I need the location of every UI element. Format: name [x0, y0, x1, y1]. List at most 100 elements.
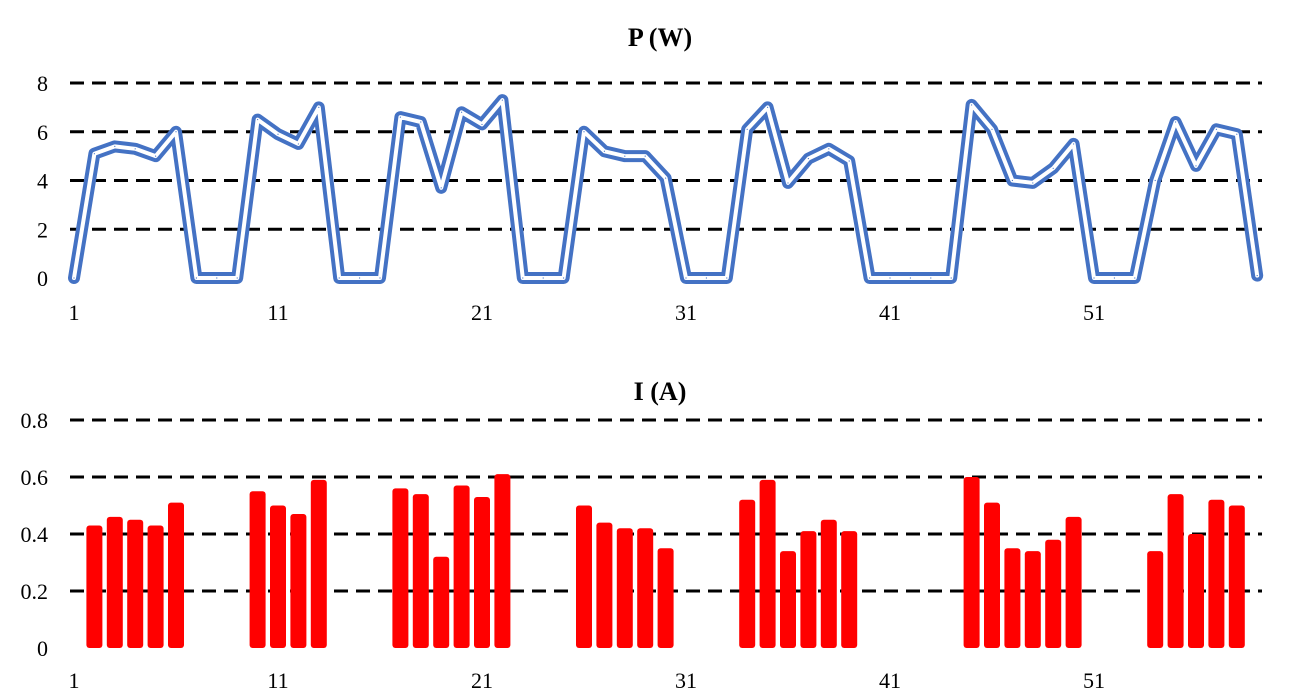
- x-tick-label: 31: [675, 300, 697, 325]
- data-point: [1134, 277, 1136, 279]
- data-point: [603, 150, 606, 152]
- data-point: [522, 277, 524, 279]
- data-point: [787, 182, 789, 184]
- chart-title: P (W): [628, 23, 692, 52]
- bar: [1188, 534, 1204, 648]
- bar: [1024, 551, 1041, 648]
- bar: [474, 496, 490, 648]
- bar: [1065, 516, 1082, 648]
- data-point: [950, 277, 952, 279]
- x-tick-label: 51: [1083, 300, 1105, 325]
- data-point: [155, 155, 157, 157]
- data-point: [1073, 143, 1075, 145]
- y-tick-label: 0: [37, 636, 48, 661]
- bar: [412, 494, 429, 648]
- bar: [86, 525, 103, 648]
- y-tick-label: 4: [37, 169, 48, 194]
- data-point: [216, 277, 218, 279]
- data-point: [481, 123, 483, 126]
- bar: [310, 479, 327, 648]
- data-point: [236, 277, 238, 279]
- bar: [147, 525, 164, 648]
- bar: [576, 505, 592, 648]
- data-point: [379, 277, 381, 279]
- data-point: [1236, 133, 1238, 135]
- x-tick-label: 41: [879, 300, 901, 325]
- x-tick-label: 1: [69, 300, 80, 325]
- data-point: [1052, 167, 1054, 169]
- y-axis-tick-labels: 0 0.2 0.4 0.6 0.8: [21, 408, 49, 661]
- data-point: [440, 187, 442, 189]
- data-point: [195, 277, 197, 279]
- x-axis-tick-labels: 1 11 21 31 41 51: [69, 668, 1106, 692]
- data-point: [277, 133, 279, 135]
- data-point: [726, 277, 728, 279]
- data-point: [1154, 179, 1156, 182]
- data-point: [461, 111, 463, 113]
- bar: [290, 514, 307, 648]
- data-point: [175, 131, 177, 133]
- bar: [616, 528, 633, 648]
- data-point: [1256, 274, 1258, 277]
- x-tick-label: 11: [267, 300, 288, 325]
- bar: [963, 477, 980, 648]
- y-tick-label: 0.4: [21, 522, 49, 547]
- data-point: [665, 177, 667, 179]
- data-point: [114, 145, 116, 147]
- x-tick-label: 51: [1083, 668, 1105, 692]
- bar: [1004, 548, 1021, 648]
- bar: [596, 522, 613, 648]
- data-point: [644, 155, 646, 157]
- data-point: [685, 277, 687, 279]
- bar: [1208, 499, 1225, 648]
- y-tick-label: 0.8: [21, 408, 49, 433]
- data-point: [767, 106, 769, 108]
- data-point: [828, 148, 830, 150]
- power-series: [68, 94, 1264, 284]
- bar: [1147, 551, 1164, 648]
- data-point: [420, 121, 422, 123]
- y-tick-label: 6: [37, 120, 48, 145]
- data-point: [583, 131, 585, 133]
- data-point: [889, 277, 891, 279]
- data-point: [909, 277, 912, 279]
- data-point: [624, 155, 626, 157]
- data-point: [501, 99, 503, 101]
- bar: [984, 502, 1000, 648]
- bar: [127, 519, 144, 648]
- x-tick-label: 41: [879, 668, 901, 692]
- chart-title: I (A): [634, 377, 687, 406]
- x-tick-label: 21: [471, 668, 493, 692]
- data-point: [1093, 277, 1095, 279]
- data-point: [542, 277, 544, 279]
- bar: [392, 488, 409, 648]
- bar: [657, 548, 674, 648]
- bar: [820, 519, 837, 648]
- data-point: [257, 118, 259, 121]
- data-point: [73, 277, 75, 279]
- y-tick-label: 0: [37, 266, 48, 291]
- data-point: [746, 128, 748, 130]
- bar: [759, 479, 776, 648]
- data-point: [848, 160, 850, 162]
- x-tick-label: 31: [675, 668, 697, 692]
- y-tick-label: 0.2: [21, 579, 49, 604]
- data-point: [297, 143, 299, 145]
- bar: [453, 485, 470, 648]
- bar: [1228, 505, 1245, 648]
- y-tick-label: 2: [37, 217, 48, 242]
- data-point: [338, 277, 340, 279]
- current-bars: [86, 474, 1245, 648]
- data-point: [1195, 165, 1197, 167]
- bar: [637, 528, 654, 648]
- bar: [249, 491, 266, 648]
- bar: [1045, 539, 1062, 648]
- x-tick-label: 21: [471, 300, 493, 325]
- bar: [800, 531, 817, 648]
- data-point: [1011, 179, 1014, 182]
- x-axis-tick-labels: 1 11 21 31 41 51: [69, 300, 1106, 325]
- bar: [168, 502, 184, 648]
- data-point: [807, 157, 810, 160]
- bar: [494, 474, 511, 648]
- y-tick-label: 0.6: [21, 465, 49, 490]
